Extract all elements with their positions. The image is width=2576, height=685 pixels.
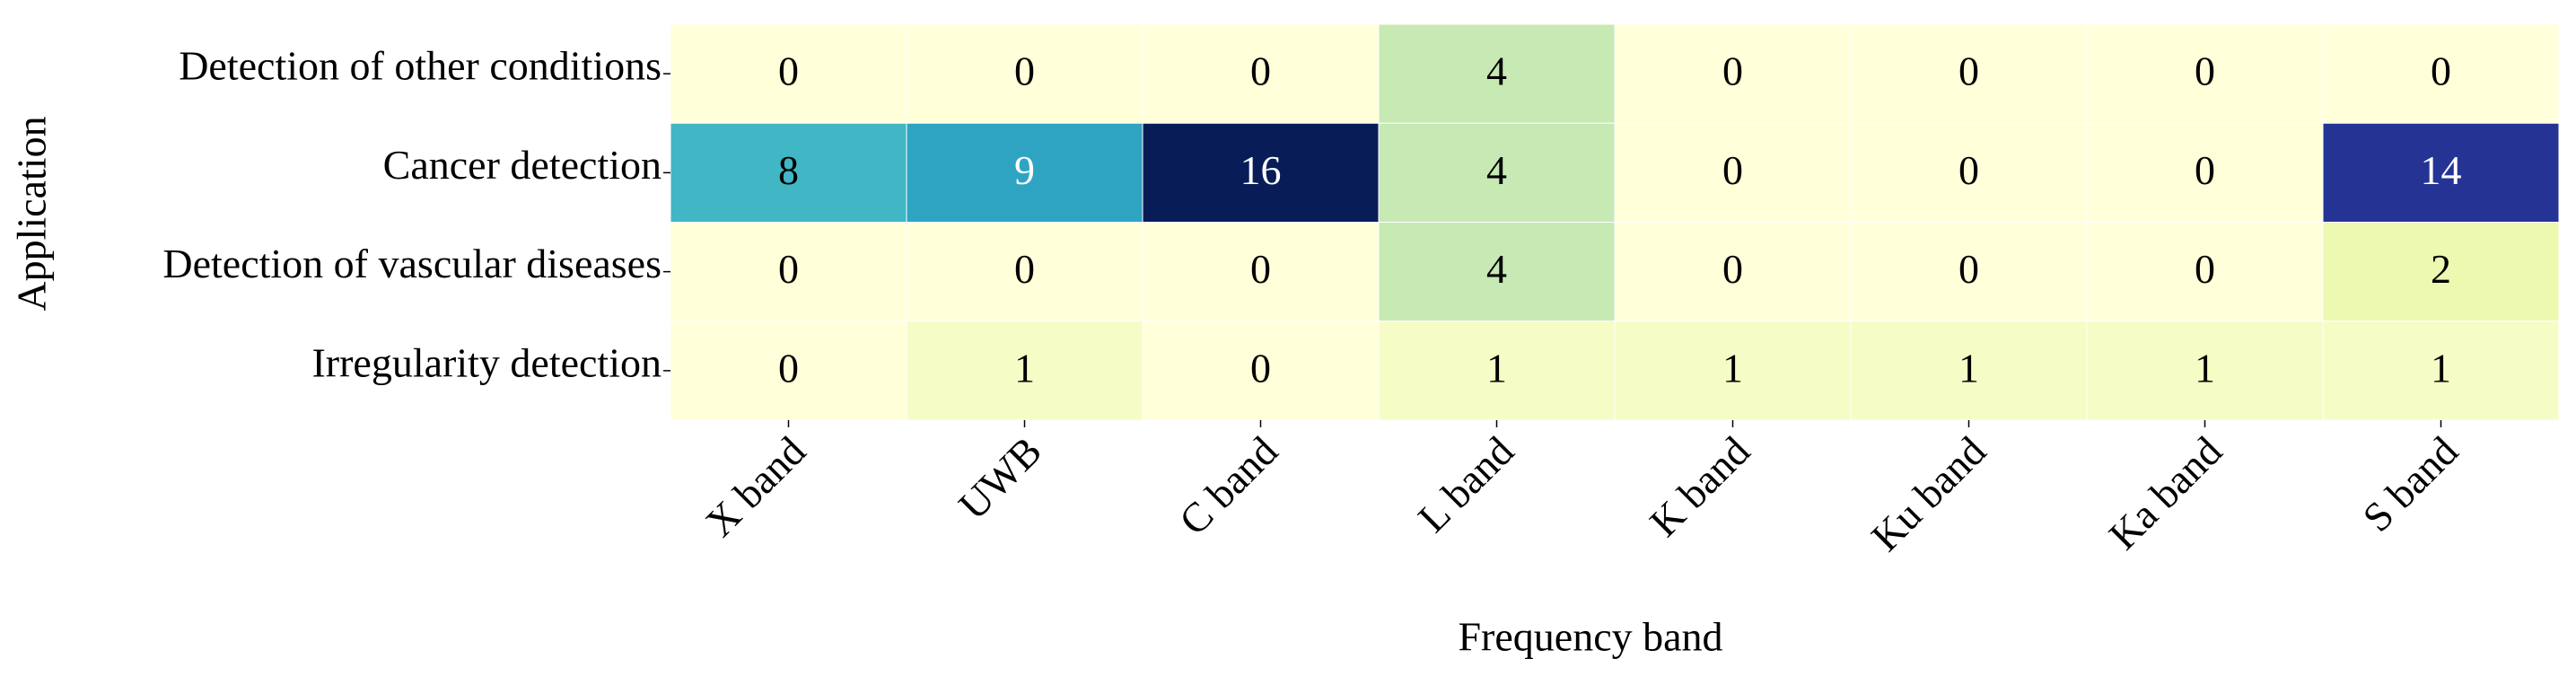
- heatmap-cell: [670, 222, 907, 322]
- heatmap-cell: [906, 23, 1143, 124]
- heatmap-cell: [906, 321, 1143, 421]
- heatmap-cell: [1614, 122, 1852, 223]
- cell-label: 1: [2195, 345, 2215, 391]
- cell-label: 0: [778, 345, 799, 391]
- cell-label: 0: [1250, 246, 1271, 292]
- x-tick-label: UWB: [950, 427, 1050, 528]
- cell-label: 0: [778, 246, 799, 292]
- heatmap-cell: [2322, 23, 2560, 124]
- heatmap-cell: [1378, 122, 1616, 223]
- y-tick-label: Detection of vascular diseases: [162, 241, 662, 286]
- cell-label: 0: [1250, 48, 1271, 94]
- x-tick-label: L band: [1409, 427, 1522, 540]
- cell-label: 0: [1250, 345, 1271, 391]
- cell-label: 0: [1014, 246, 1035, 292]
- x-tick-label: K band: [1641, 427, 1758, 545]
- cell-label: 0: [2195, 48, 2215, 94]
- heatmap-cell: [2086, 222, 2324, 322]
- cell-label: 8: [778, 147, 799, 193]
- cell-label: 16: [1240, 147, 1282, 193]
- cell-label: 9: [1014, 147, 1035, 193]
- cell-label: 4: [1486, 48, 1507, 94]
- cell-label: 0: [778, 48, 799, 94]
- heatmap-cell: [1378, 321, 1616, 421]
- cell-label: 0: [1958, 246, 1979, 292]
- cell-label: 14: [2421, 147, 2462, 193]
- cell-label: 0: [1014, 48, 1035, 94]
- cell-label: 4: [1486, 246, 1507, 292]
- y-tick-label: Irregularity detection: [311, 339, 662, 385]
- y-tick-label: Detection of other conditions: [179, 43, 662, 89]
- cell-label: 1: [1014, 345, 1035, 391]
- cell-label: 0: [2195, 246, 2215, 292]
- heatmap-cell: [1614, 23, 1852, 124]
- cell-label: 0: [1722, 147, 1743, 193]
- cell-label: 0: [1958, 147, 1979, 193]
- heatmap-cell: [2086, 23, 2324, 124]
- heatmap-cell: [906, 122, 1143, 223]
- heatmap-cell: [1142, 23, 1380, 124]
- y-tick-label: Cancer detection: [383, 142, 662, 188]
- cell-label: 1: [1722, 345, 1743, 391]
- cell-label: 2: [2431, 246, 2451, 292]
- heatmap-cell: [1850, 122, 2088, 223]
- cell-label: 1: [2431, 345, 2451, 391]
- x-tick-label: C band: [1170, 427, 1286, 543]
- heatmap-cell: [1850, 23, 2088, 124]
- cell-label: 0: [2431, 48, 2451, 94]
- cell-label: 0: [1958, 48, 1979, 94]
- x-tick-label: X band: [697, 427, 814, 545]
- cell-label: 0: [2195, 147, 2215, 193]
- heatmap-cell: [2086, 122, 2324, 223]
- heatmap-cell: [1614, 222, 1852, 322]
- cell-label: 1: [1486, 345, 1507, 391]
- heatmap-cell: [1378, 222, 1616, 322]
- x-tick-label: Ku band: [1862, 427, 1994, 559]
- y-axis-title: Application: [9, 116, 55, 311]
- heatmap-cell: [2086, 321, 2324, 421]
- heatmap-cell: [906, 222, 1143, 322]
- heatmap-cell: [670, 23, 907, 124]
- x-tick-label: S band: [2354, 427, 2467, 540]
- heatmap-cell: [2322, 122, 2560, 223]
- x-tick-label: Ka band: [2100, 427, 2230, 558]
- cell-label: 4: [1486, 147, 1507, 193]
- heatmap-cell: [1142, 222, 1380, 322]
- heatmap-cell: [1850, 222, 2088, 322]
- x-axis-title: Frequency band: [1458, 614, 1722, 660]
- heatmap-cell: [1378, 23, 1616, 124]
- heatmap-cell: [670, 321, 907, 421]
- heatmap-cell: [2322, 222, 2560, 322]
- heatmap-cell: [1614, 321, 1852, 421]
- heatmap-cell: [1142, 321, 1380, 421]
- cell-label: 0: [1722, 246, 1743, 292]
- cell-label: 1: [1958, 345, 1979, 391]
- cell-label: 0: [1722, 48, 1743, 94]
